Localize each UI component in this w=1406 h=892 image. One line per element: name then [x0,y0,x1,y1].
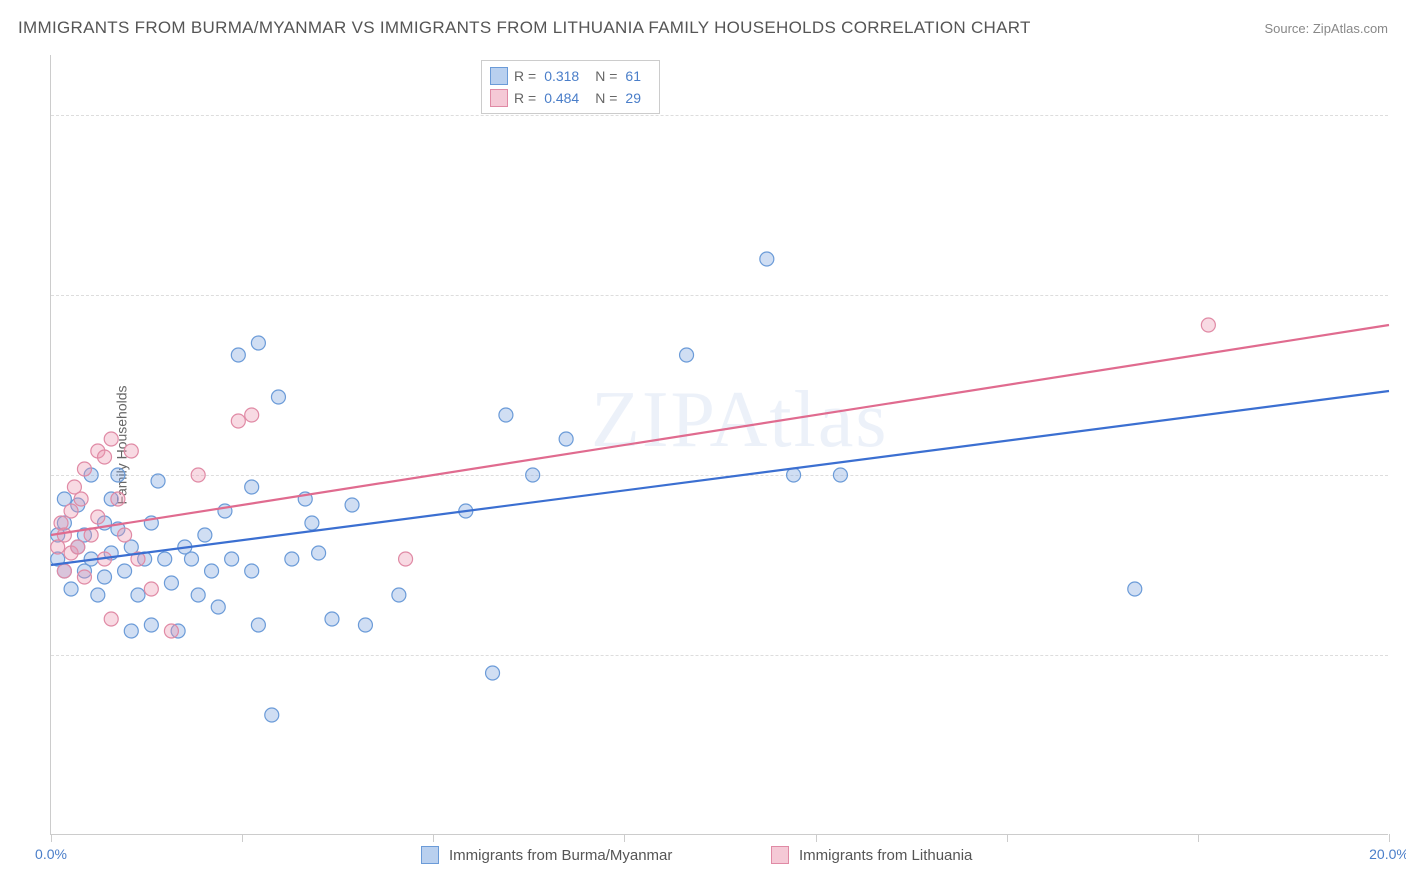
legend-series-1: Immigrants from Burma/Myanmar [421,846,672,864]
data-point [98,570,112,584]
x-tick [51,834,52,842]
data-point [486,666,500,680]
data-point [77,570,91,584]
data-point [392,588,406,602]
data-point [74,492,88,506]
data-point [271,390,285,404]
y-tick-label: 100.0% [1396,107,1406,123]
data-point [151,474,165,488]
legend-row-series-1: R = 0.318 N = 61 [490,65,651,87]
data-point [265,708,279,722]
title-bar: IMMIGRANTS FROM BURMA/MYANMAR VS IMMIGRA… [18,18,1388,38]
legend-label-1: Immigrants from Burma/Myanmar [449,847,672,864]
legend-correlation-box: R = 0.318 N = 61 R = 0.484 N = 29 [481,60,660,114]
data-point [680,348,694,362]
data-point [191,588,205,602]
data-point [245,408,259,422]
source-label: Source: ZipAtlas.com [1264,21,1388,36]
data-point [158,552,172,566]
legend-n-label: N = [595,68,617,84]
data-point [131,588,145,602]
legend-r-value-2: 0.484 [544,90,579,106]
data-point [64,582,78,596]
data-point [111,492,125,506]
data-point [144,618,158,632]
chart-svg [51,55,1388,834]
x-tick [1198,834,1199,842]
data-point [57,528,71,542]
data-point [345,498,359,512]
data-point [526,468,540,482]
x-tick-label: 20.0% [1369,846,1406,862]
legend-n-value-2: 29 [625,90,641,106]
data-point [191,468,205,482]
data-point [760,252,774,266]
data-point [245,564,259,578]
data-point [164,576,178,590]
data-point [144,582,158,596]
data-point [164,624,178,638]
chart-title: IMMIGRANTS FROM BURMA/MYANMAR VS IMMIGRA… [18,18,1031,38]
legend-swatch-bottom-1 [421,846,439,864]
data-point [251,336,265,350]
data-point [245,480,259,494]
data-point [499,408,513,422]
legend-n-label: N = [595,90,617,106]
legend-swatch-series-2 [490,89,508,107]
data-point [312,546,326,560]
legend-series-2: Immigrants from Lithuania [771,846,972,864]
data-point [124,624,138,638]
legend-row-series-2: R = 0.484 N = 29 [490,87,651,109]
data-point [1128,582,1142,596]
data-point [111,468,125,482]
data-point [205,564,219,578]
legend-label-2: Immigrants from Lithuania [799,847,972,864]
legend-r-label: R = [514,90,536,106]
data-point [124,444,138,458]
data-point [104,432,118,446]
data-point [64,504,78,518]
x-tick [242,834,243,842]
data-point [231,414,245,428]
x-tick [816,834,817,842]
data-point [251,618,265,632]
data-point [833,468,847,482]
data-point [118,528,132,542]
legend-r-value-1: 0.318 [544,68,579,84]
x-tick [433,834,434,842]
data-point [231,348,245,362]
data-point [211,600,225,614]
data-point [198,528,212,542]
data-point [98,450,112,464]
legend-n-value-1: 61 [625,68,641,84]
data-point [358,618,372,632]
plot-area: ZIPAtlas 55.0%70.0%85.0%100.0% 0.0%20.0%… [50,55,1388,835]
legend-swatch-series-1 [490,67,508,85]
x-tick-label: 0.0% [35,846,67,862]
data-point [399,552,413,566]
data-point [57,564,71,578]
y-tick-label: 55.0% [1396,647,1406,663]
legend-swatch-bottom-2 [771,846,789,864]
data-point [225,552,239,566]
data-point [285,552,299,566]
data-point [184,552,198,566]
data-point [71,540,85,554]
y-tick-label: 70.0% [1396,467,1406,483]
x-tick [624,834,625,842]
data-point [77,462,91,476]
y-tick-label: 85.0% [1396,287,1406,303]
data-point [91,588,105,602]
data-point [91,510,105,524]
data-point [305,516,319,530]
legend-r-label: R = [514,68,536,84]
data-point [104,612,118,626]
data-point [1201,318,1215,332]
trend-line [51,325,1389,535]
data-point [325,612,339,626]
data-point [559,432,573,446]
data-point [118,564,132,578]
x-tick [1389,834,1390,842]
x-tick [1007,834,1008,842]
